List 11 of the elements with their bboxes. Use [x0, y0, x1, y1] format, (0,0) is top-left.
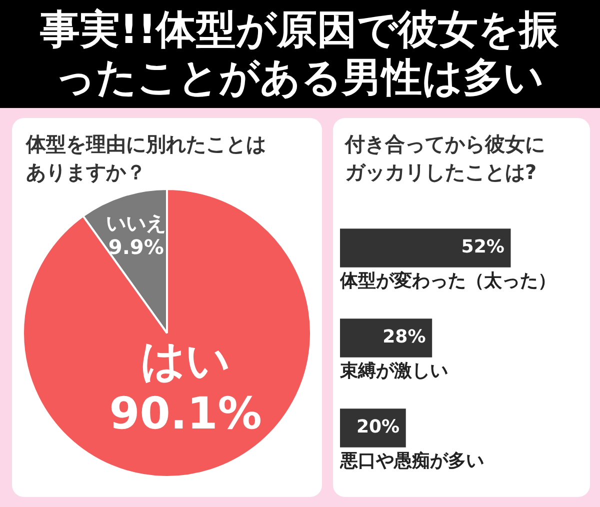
data-label: 20% — [356, 416, 400, 438]
chart-title: 付き合ってから彼女にガッカリしたことは? — [345, 131, 546, 186]
y-tick-label: 束縛が激しい — [339, 360, 448, 382]
data-label: 52% — [461, 236, 504, 258]
chart-subtitle: 体型を理由に別れたことはありますか？ — [26, 131, 267, 186]
slice-label: いいえ — [106, 211, 166, 236]
chart-title: 事実!!体型が原因で彼女を振ったことがある男性は多い — [0, 0, 600, 108]
data-label: 28% — [382, 326, 426, 348]
data-label: 90.1% — [109, 388, 262, 440]
data-label: 9.9% — [108, 235, 164, 260]
slice-label: はい — [140, 336, 231, 387]
